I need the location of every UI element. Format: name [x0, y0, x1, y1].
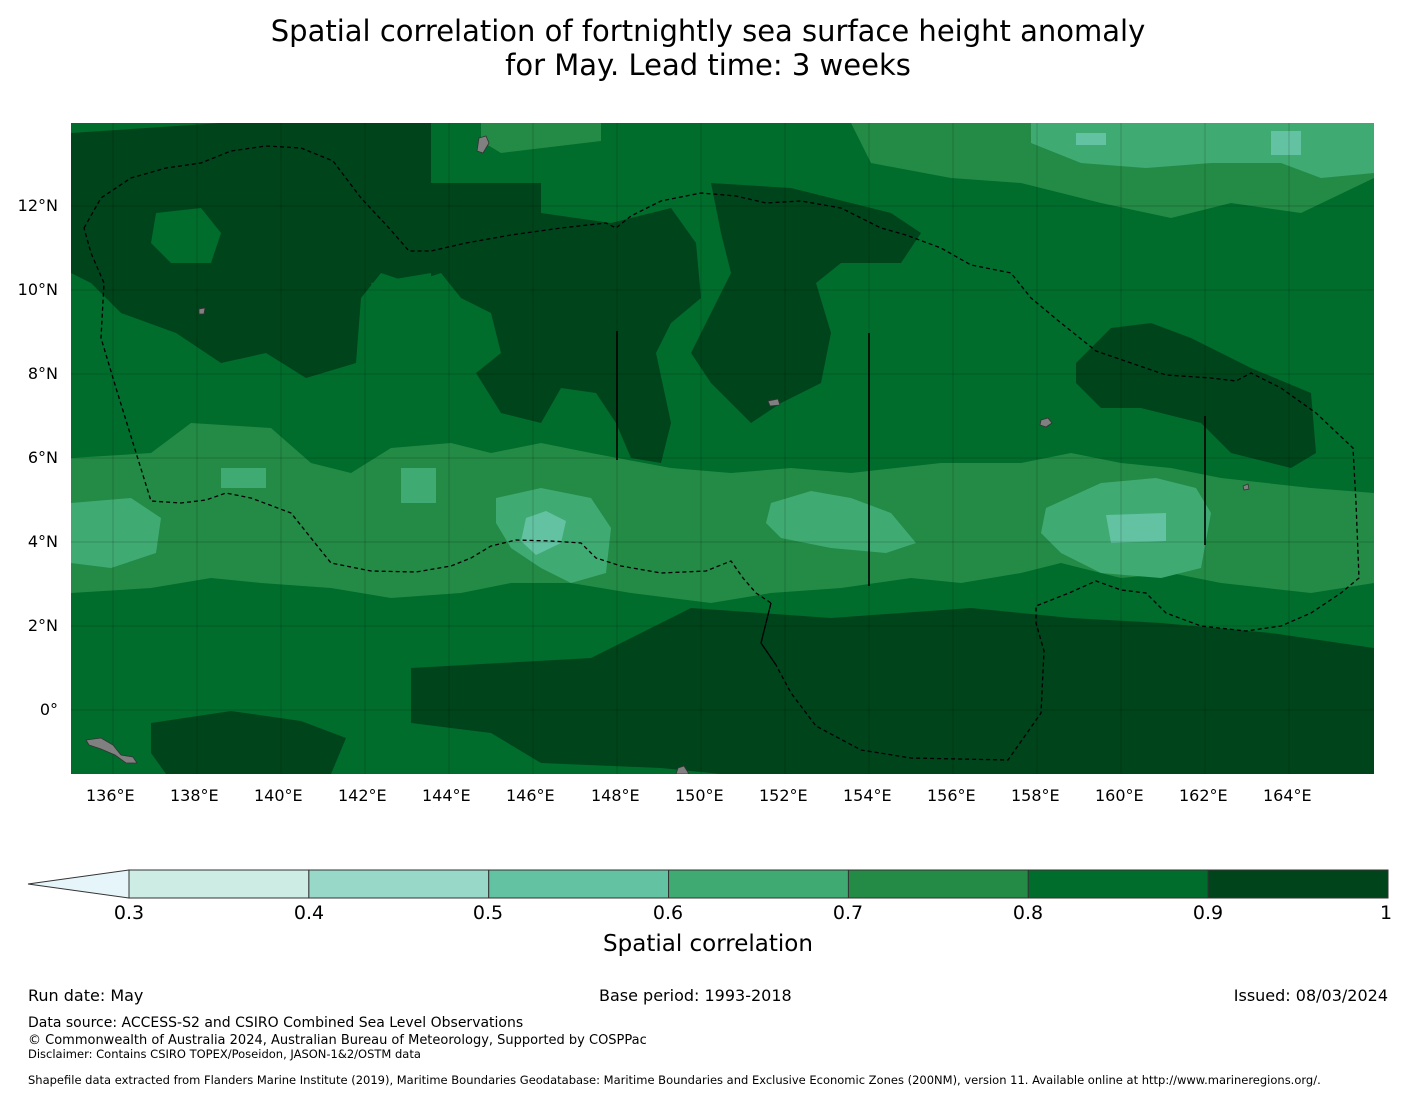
colorbar-tick-2: 0.5	[472, 902, 504, 924]
field-high-southwest	[151, 711, 346, 774]
map-title: Spatial correlation of fortnightly sea s…	[0, 14, 1416, 82]
lat-label-12: 12°N	[17, 196, 58, 215]
colorbar-segment	[1207, 869, 1389, 899]
field-high-east	[1076, 323, 1316, 468]
colorbar-under-arrow	[27, 869, 130, 899]
lon-label-136: 136°E	[86, 786, 135, 805]
boundary-ticks	[616, 331, 1206, 586]
lon-label-164: 164°E	[1263, 786, 1312, 805]
island-manus	[675, 765, 690, 774]
field-low-northeast2	[1271, 131, 1301, 155]
base-period: Base period: 1993-2018	[599, 986, 792, 1005]
lon-label-152: 152°E	[759, 786, 808, 805]
colorbar-segment	[668, 869, 849, 899]
colorbar-title: Spatial correlation	[603, 931, 813, 957]
colorbar-tick-3: 0.6	[652, 902, 684, 924]
lat-label-6: 6°N	[27, 448, 58, 467]
field-low-east	[1106, 513, 1166, 543]
lat-label-2: 2°N	[27, 616, 58, 635]
field-low-northeast	[1076, 133, 1106, 145]
lon-label-154: 154°E	[843, 786, 892, 805]
eez-boundaries	[83, 145, 1360, 761]
colorbar-tick-6: 0.9	[1192, 902, 1224, 924]
island-pohnpei	[1039, 417, 1053, 428]
field-band-north	[481, 123, 601, 153]
island-kosrae	[1242, 483, 1250, 491]
field-high-south	[411, 608, 1374, 774]
colorbar	[27, 869, 1389, 899]
lon-label-138: 138°E	[170, 786, 219, 805]
map-svg	[71, 123, 1374, 774]
correlation-map	[71, 123, 1374, 774]
lon-label-140: 140°E	[254, 786, 303, 805]
lon-label-150: 150°E	[675, 786, 724, 805]
field-band-center	[71, 423, 1374, 603]
lon-label-142: 142°E	[338, 786, 387, 805]
lon-label-158: 158°E	[1011, 786, 1060, 805]
lat-label-8: 8°N	[27, 364, 58, 383]
colorbar-segment	[1027, 869, 1209, 899]
shapefile-credit: Shapefile data extracted from Flanders M…	[28, 1073, 1321, 1087]
copyright: © Commonwealth of Australia 2024, Austra…	[28, 1033, 647, 1048]
field-mid-pocket-2	[371, 273, 431, 343]
field-patch-center-east	[766, 491, 916, 553]
map-title-line2: for May. Lead time: 3 weeks	[505, 48, 911, 82]
map-gridlines	[71, 123, 1374, 774]
colorbar-tick-7: 1	[1379, 902, 1393, 924]
lon-label-160: 160°E	[1095, 786, 1144, 805]
colorbar-tick-0: 0.3	[113, 902, 145, 924]
issued-date: Issued: 08/03/2024	[1233, 986, 1388, 1005]
colorbar-segments	[27, 869, 1389, 899]
land-islands	[85, 135, 1250, 774]
eez-boundary-palau-micronesia-west	[83, 145, 1360, 761]
lat-label-0: 0°	[39, 700, 58, 719]
colorbar-segment	[308, 869, 490, 899]
field-patch-west	[71, 498, 161, 568]
data-source: Data source: ACCESS-S2 and CSIRO Combine…	[28, 1015, 524, 1031]
colorbar-segment	[847, 869, 1029, 899]
colorbar-segment	[128, 869, 310, 899]
lat-label-10: 10°N	[17, 280, 58, 299]
island-new-guinea-west	[85, 737, 138, 764]
run-date: Run date: May	[28, 986, 144, 1005]
field-low-center	[521, 511, 566, 555]
lon-label-146: 146°E	[506, 786, 555, 805]
field-patch-west2	[401, 468, 436, 503]
field-patch-west3	[221, 468, 266, 488]
map-title-line1: Spatial correlation of fortnightly sea s…	[270, 14, 1146, 48]
lon-label-148: 148°E	[591, 786, 640, 805]
colorbar-tick-5: 0.8	[1012, 902, 1044, 924]
island-chuuk	[767, 398, 781, 407]
lon-label-144: 144°E	[422, 786, 471, 805]
island-guam	[476, 135, 490, 154]
lat-label-4: 4°N	[27, 532, 58, 551]
island-yap	[198, 307, 206, 315]
colorbar-tick-1: 0.4	[293, 902, 325, 924]
colorbar-tick-4: 0.7	[832, 902, 864, 924]
disclaimer: Disclaimer: Contains CSIRO TOPEX/Poseido…	[28, 1047, 421, 1061]
field-high-northwest-pocket	[371, 143, 431, 193]
field-high-central	[691, 183, 921, 423]
lon-label-156: 156°E	[927, 786, 976, 805]
lon-label-162: 162°E	[1179, 786, 1228, 805]
field-mid-pocket-1	[151, 208, 221, 263]
colorbar-segment	[488, 869, 670, 899]
field-high-northwest	[71, 123, 701, 463]
eez-boundary-png-south	[760, 602, 777, 666]
